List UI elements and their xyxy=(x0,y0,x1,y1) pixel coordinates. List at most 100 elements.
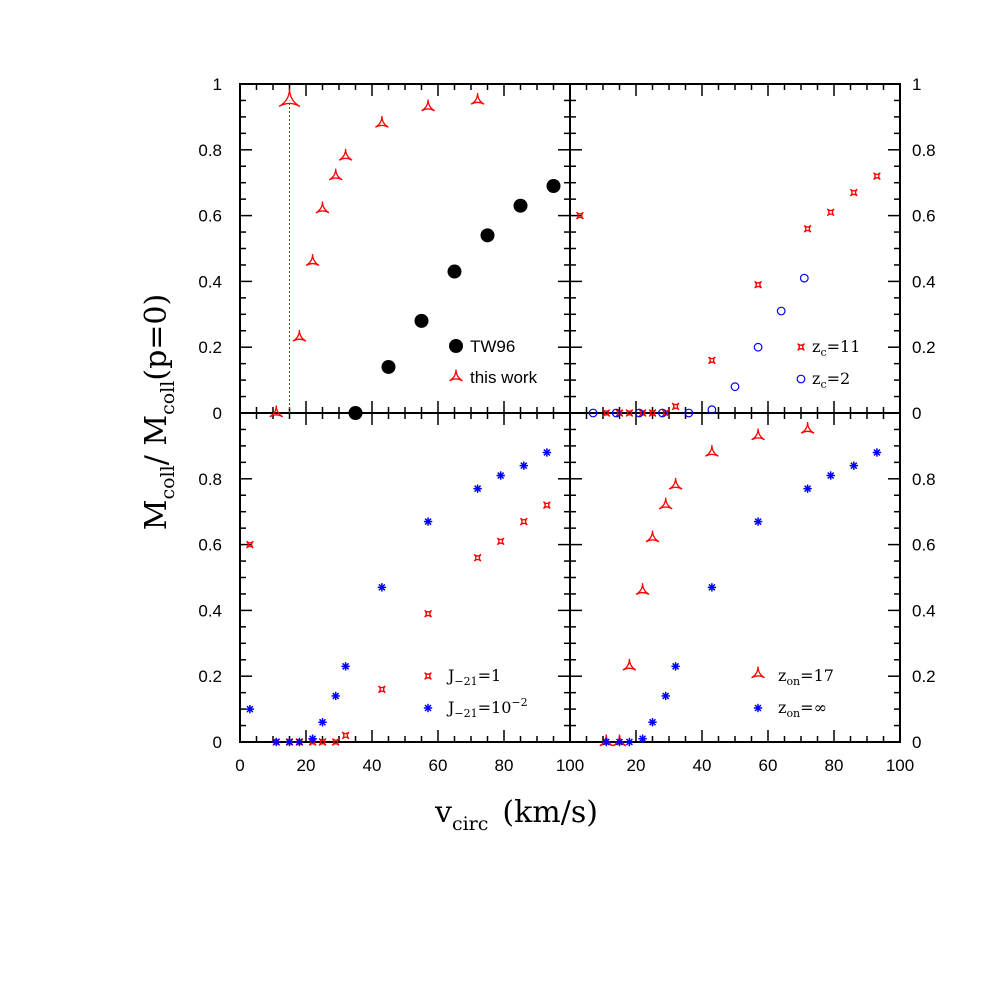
data-point xyxy=(684,408,694,418)
data-point xyxy=(803,224,812,233)
asterisk-stroke xyxy=(295,738,303,746)
y-tick-label-left: 0.8 xyxy=(198,141,222,160)
asterisk-stroke xyxy=(754,518,762,526)
data-point xyxy=(381,359,396,374)
data-point xyxy=(661,409,670,417)
y-tick-label-right: 0.8 xyxy=(912,141,936,160)
x-tick-label: 60 xyxy=(429,756,448,775)
data-point xyxy=(341,731,350,740)
legend-label: J−21=10−2 xyxy=(446,696,528,720)
axis-ticks xyxy=(239,83,901,743)
asterisk-stroke xyxy=(648,718,657,726)
legend-marker xyxy=(753,703,763,713)
data-point xyxy=(826,471,835,480)
asterisk-stroke xyxy=(602,738,610,746)
series-top-left xyxy=(269,88,485,418)
data-point xyxy=(375,115,389,128)
data-point xyxy=(331,691,340,701)
asterisk-stroke xyxy=(474,485,482,493)
x-tick-label: 20 xyxy=(627,756,646,775)
y-tick-label-right: 0 xyxy=(912,404,921,423)
y-tick-label-left: 1 xyxy=(213,75,222,94)
data-point xyxy=(800,421,815,434)
data-point xyxy=(622,658,637,671)
data-point xyxy=(849,188,858,197)
data-point xyxy=(671,662,680,671)
legend-marker xyxy=(797,343,805,351)
y-axis-title-tail: (p=0) xyxy=(139,294,174,381)
asterisk-stroke xyxy=(543,448,551,456)
x-tick-label: 80 xyxy=(495,756,514,775)
data-point xyxy=(546,178,561,193)
x-axis-title-main: v xyxy=(434,795,452,830)
data-point xyxy=(668,477,683,490)
legend-sub: −21 xyxy=(454,707,477,720)
data-point xyxy=(708,356,716,365)
panel-frame-br xyxy=(569,412,901,743)
legend-label: TW96 xyxy=(470,337,515,356)
asterisk-stroke xyxy=(827,472,835,480)
data-point xyxy=(803,484,812,493)
data-point xyxy=(348,406,363,420)
asterisk-stroke xyxy=(662,692,670,700)
x-axis-title-sub: circ xyxy=(452,813,488,835)
data-point xyxy=(648,409,657,417)
y-tick-label-left: 0.6 xyxy=(198,536,222,555)
x-tick-label: 0 xyxy=(235,756,244,775)
legend-marker xyxy=(449,339,463,353)
data-point xyxy=(315,201,330,214)
y-tick-label-right: 1 xyxy=(912,75,921,94)
legend-marker xyxy=(796,374,806,384)
asterisk-stroke xyxy=(272,738,280,746)
data-point xyxy=(625,737,634,747)
series-top-left xyxy=(348,178,561,420)
data-point xyxy=(645,530,660,543)
asterisk-stroke xyxy=(804,485,812,493)
legend-rest: =∞ xyxy=(800,698,827,717)
data-point xyxy=(513,198,528,213)
asterisk-stroke xyxy=(332,692,340,700)
asterisk-stroke xyxy=(497,472,505,480)
data-point xyxy=(246,540,254,549)
asterisk-stroke xyxy=(424,518,432,526)
data-point xyxy=(318,738,327,746)
legend-label: this work xyxy=(470,368,538,387)
y-tick-label-left: 0.2 xyxy=(198,667,222,686)
data-point xyxy=(638,734,647,743)
data-point xyxy=(377,583,387,592)
legend-label: zc=2 xyxy=(812,369,850,391)
data-point xyxy=(542,448,552,457)
data-point xyxy=(331,738,340,746)
legend-rest: =11 xyxy=(827,337,861,356)
x-tick-label: 40 xyxy=(693,756,712,775)
legend-base: z xyxy=(812,337,820,356)
data-point xyxy=(473,484,482,493)
data-point xyxy=(378,685,386,694)
y-tick-label-left: 0.8 xyxy=(198,470,222,489)
y-tick-label-right: 0.8 xyxy=(912,470,936,489)
y-axis-title-s2: coll xyxy=(157,381,179,415)
data-point xyxy=(602,409,611,417)
asterisk-stroke xyxy=(873,448,881,456)
legend-sub: c xyxy=(820,378,826,391)
series-bottom-right xyxy=(602,448,882,747)
data-point xyxy=(414,313,429,328)
x-tick-label: 60 xyxy=(759,756,778,775)
y-axis-title: Mcoll/ Mcoll(p=0) xyxy=(139,294,179,530)
data-point xyxy=(602,737,611,747)
data-point xyxy=(341,662,350,671)
legend-marker xyxy=(424,672,432,680)
y-axis-title-mid: / M xyxy=(139,415,174,465)
data-point xyxy=(658,497,673,510)
data-point xyxy=(872,448,882,457)
legend-marker xyxy=(449,369,463,382)
asterisk-stroke xyxy=(639,735,647,743)
asterisk-stroke xyxy=(318,718,327,726)
x-tick-label: 20 xyxy=(297,756,316,775)
data-point xyxy=(285,737,294,747)
data-point xyxy=(799,273,809,283)
legend-sub: on xyxy=(786,675,800,688)
data-point xyxy=(424,609,432,618)
data-point xyxy=(705,444,719,457)
